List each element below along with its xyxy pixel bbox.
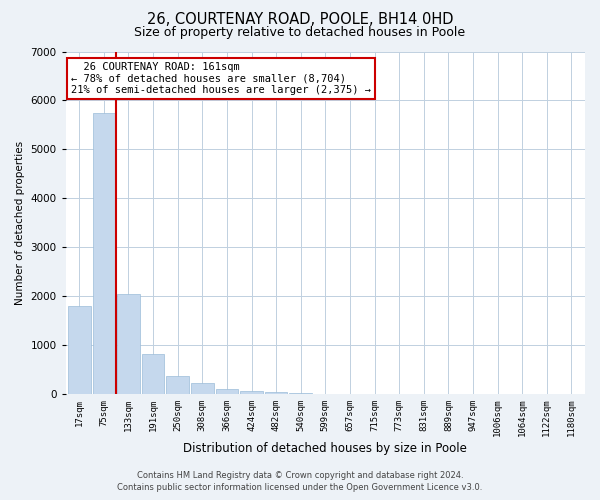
Bar (92, 112, 115, 394)
Text: 26, COURTENAY ROAD, POOLE, BH14 0HD: 26, COURTENAY ROAD, POOLE, BH14 0HD (147, 12, 453, 28)
Bar (117, 294, 140, 394)
X-axis label: Distribution of detached houses by size in Poole: Distribution of detached houses by size … (184, 442, 467, 455)
Y-axis label: Number of detached properties: Number of detached properties (15, 140, 25, 305)
Text: Size of property relative to detached houses in Poole: Size of property relative to detached ho… (134, 26, 466, 39)
Bar (191, 382, 214, 394)
Bar (265, 392, 287, 394)
Bar (142, 354, 164, 394)
Bar (215, 389, 238, 394)
Bar (166, 376, 189, 394)
Bar (240, 392, 263, 394)
Text: Contains HM Land Registry data © Crown copyright and database right 2024.
Contai: Contains HM Land Registry data © Crown c… (118, 471, 482, 492)
Bar (68, 306, 91, 394)
Text: 26 COURTENAY ROAD: 161sqm
← 78% of detached houses are smaller (8,704)
21% of se: 26 COURTENAY ROAD: 161sqm ← 78% of detac… (71, 62, 371, 95)
